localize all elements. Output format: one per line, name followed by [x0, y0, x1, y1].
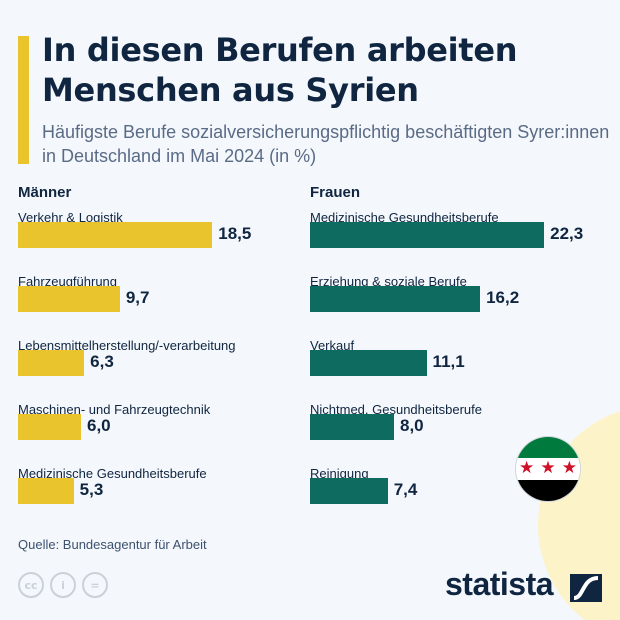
subtitle: Häufigste Berufe sozialversicherungspfli… — [42, 122, 610, 166]
category-label: Medizinische Gesundheitsberufe — [18, 466, 207, 481]
page-title: In diesen Berufen arbeiten Menschen aus … — [42, 31, 518, 109]
value-label: 22,3 — [550, 224, 584, 243]
men-heading: Männer — [18, 184, 72, 201]
category-label: Lebensmittelherstellung/-verarbeitung — [18, 338, 236, 353]
bar — [18, 286, 120, 312]
category-label: Reinigung — [310, 466, 369, 481]
category-label: Verkehr & Logistik — [18, 210, 123, 225]
value-label: 9,7 — [125, 288, 150, 307]
category-label: Verkauf — [310, 338, 355, 353]
value-label: 16,2 — [486, 288, 520, 307]
syria-flag-icon: ★ ★ ★ — [516, 437, 580, 501]
attribution-icon[interactable]: i — [50, 572, 76, 598]
statista-logo[interactable]: statista — [445, 566, 554, 602]
no-derivatives-icon[interactable]: = — [82, 572, 108, 598]
bar — [18, 222, 213, 248]
bar — [310, 222, 545, 248]
value-label: 6,0 — [87, 416, 111, 435]
bar — [310, 286, 481, 312]
statista-logo-icon — [570, 574, 602, 602]
bar — [310, 350, 427, 376]
category-label: Maschinen- und Fahrzeugtechnik — [18, 402, 211, 417]
category-label: Fahrzeugführung — [18, 274, 118, 289]
bar — [310, 478, 388, 504]
bar — [18, 478, 74, 504]
value-label: 6,3 — [90, 352, 114, 371]
source: Quelle: Bundesagentur für Arbeit — [18, 537, 207, 552]
bar — [18, 350, 85, 376]
title-accent-bar — [18, 36, 29, 164]
cc-icon[interactable]: cc — [18, 572, 44, 598]
category-label: Medizinische Gesundheitsberufe — [310, 210, 499, 225]
category-label: Erziehung & soziale Berufe — [310, 274, 467, 289]
value-label: 18,5 — [218, 224, 252, 243]
bar — [18, 414, 81, 440]
women-heading: Frauen — [310, 184, 361, 201]
bar — [310, 414, 394, 440]
category-label: Nichtmed. Gesundheitsberufe — [310, 402, 482, 417]
value-label: 7,4 — [393, 480, 418, 499]
value-label: 8,0 — [400, 416, 424, 435]
value-label: 5,3 — [79, 480, 104, 499]
value-label: 11,1 — [432, 352, 465, 371]
